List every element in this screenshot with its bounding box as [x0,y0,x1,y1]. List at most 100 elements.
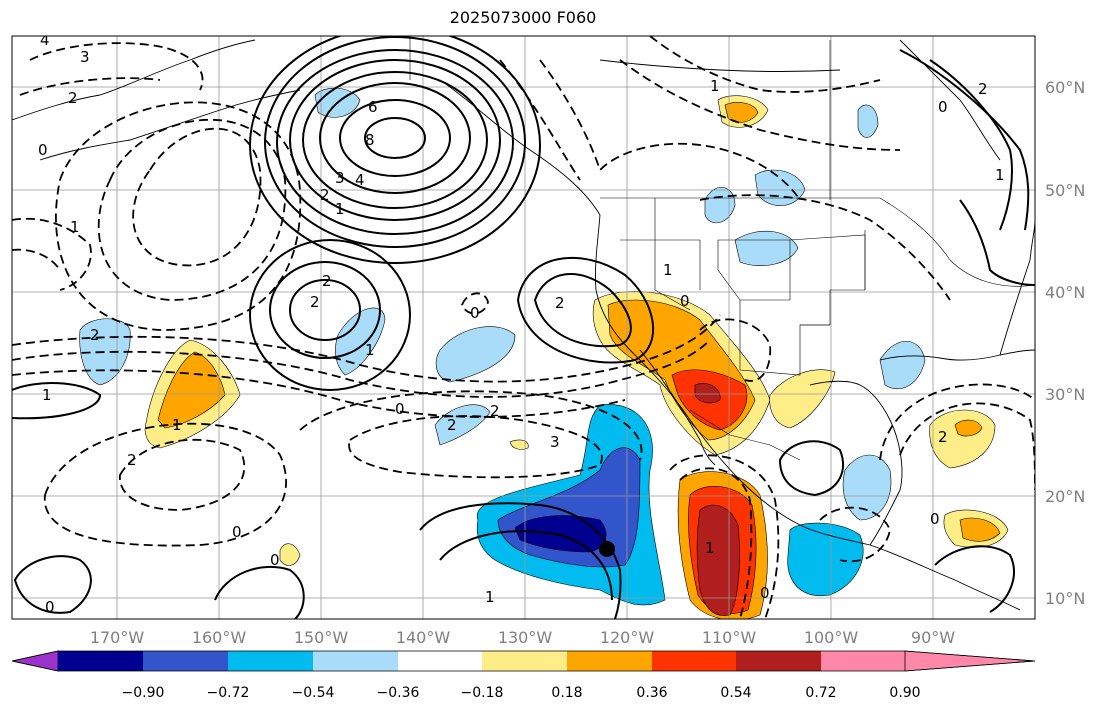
contour-label: 2 [127,451,137,469]
negative-anomaly-region [879,341,926,390]
positive-anomaly-region [769,369,836,429]
map-frame [11,35,1036,620]
dashed-contour [19,77,161,96]
colorbar-tick-label: −0.18 [461,685,504,701]
positive-anomaly-region [279,543,301,566]
coastline-west-coast [595,214,871,546]
positive-anomaly-region [954,419,983,437]
contour-label: 1 [172,416,182,434]
longitude-label: 130°W [498,628,553,647]
dashed-contour [699,318,772,382]
dashed-contour [12,369,626,418]
coastline-alaska [12,39,256,121]
positive-anomaly-region [157,351,226,429]
contour-label: 0 [470,304,480,322]
dashed-contour [619,59,901,151]
contour-label: 0 [680,292,690,310]
colorbar-swatch [482,651,567,671]
solid-contour [264,36,526,248]
contour-label: 2 [978,80,988,98]
solid-contour [419,502,622,619]
colorbar-tick-label: 0.36 [636,685,667,701]
longitude-label: 170°W [90,628,145,647]
dashed-contour [649,36,881,93]
dashed-contour [55,101,302,331]
longitude-labels: 170°W 160°W 150°W 140°W 130°W 120°W 110°… [90,628,955,647]
dashed-contour [669,454,780,619]
negative-anomaly-region [435,326,516,383]
coastline-east [999,219,1035,356]
dashed-contour [12,339,711,398]
contour-label: 1 [42,386,52,404]
negative-anomaly-region [857,104,879,138]
contour-label: 2 [310,293,320,311]
positive-anomaly-region [959,517,1001,542]
solid-contour [533,273,632,348]
solid-contour [289,279,361,341]
dashed-contour [299,390,643,461]
solid-contour [339,99,451,177]
solid-contour [269,261,381,359]
dashed-contour [699,194,951,301]
coastline-arctic [599,59,841,72]
negative-anomaly-region [79,318,131,386]
dashed-contour [44,422,287,547]
contour-label: 1 [365,341,375,359]
contour-label: 2 [555,294,565,312]
colorbar-tick-label: 0.54 [720,685,751,701]
contour-label: 1 [485,588,495,606]
dashed-contour [819,506,891,563]
contour-label: 0 [760,584,770,602]
contour-label: 1 [335,200,345,218]
contour-label: 4 [355,171,365,189]
negative-anomaly-region [434,404,491,446]
colorbar-tick-label: 0.72 [805,685,836,701]
latitude-label: 20°N [1045,487,1085,506]
colorbar-tick-labels: −0.90 −0.72 −0.54 −0.36 −0.18 0.18 0.36 … [122,685,921,701]
colorbar-outline [11,650,1036,672]
dashed-contour [461,292,489,315]
dashed-contour [499,59,581,181]
longitude-label: 140°W [396,628,451,647]
contour-labels: 4 3 2 0 1 6 8 4 3 2 1 2 2 1 0 2 1 0 2 1 … [38,31,1005,616]
latitude-label: 10°N [1045,589,1085,608]
latitude-label: 30°N [1045,385,1085,404]
dashed-contour [12,248,61,271]
dashed-contour [12,217,92,291]
dashed-contour [539,59,801,201]
contour-label: 4 [40,31,50,49]
dashed-contours [12,36,1035,619]
latitude-label: 60°N [1045,78,1085,97]
negative-anomaly-region [787,522,864,597]
solid-contour [214,565,305,619]
solid-contour [364,117,426,159]
black-dot-marker [599,541,615,557]
contour-label: 1 [663,261,673,279]
solid-contour [959,199,1035,286]
contour-label: 6 [368,98,378,116]
coastline-hudson [899,39,1001,161]
dashed-contour [132,127,262,267]
longitude-label: 110°W [702,628,757,647]
colorbar-swatch [821,651,905,671]
colorbar-swatch [228,651,313,671]
dashed-contour [348,415,603,479]
map-panel: 4 3 2 0 1 6 8 4 3 2 1 2 2 1 0 2 1 0 2 1 … [12,31,1035,619]
contour-label: 0 [232,523,242,541]
negative-anomaly-region [842,454,892,521]
contour-label: 2 [447,416,457,434]
solid-contour [289,59,501,221]
colorbar-swatch [143,651,228,671]
solid-contour [899,49,1030,231]
colorbar-tick-label: −0.54 [292,685,335,701]
contour-label: 2 [320,186,330,204]
contour-label: 1 [70,218,80,236]
map-title: 2025073000 F060 [449,8,597,27]
solid-contour [276,49,514,235]
colorbar-tick-label: 0.18 [551,685,582,701]
political-borders [409,36,1035,461]
contour-label: 3 [550,433,560,451]
dashed-contour [29,42,204,91]
solid-contours [12,36,1035,619]
solid-contour [302,71,488,209]
